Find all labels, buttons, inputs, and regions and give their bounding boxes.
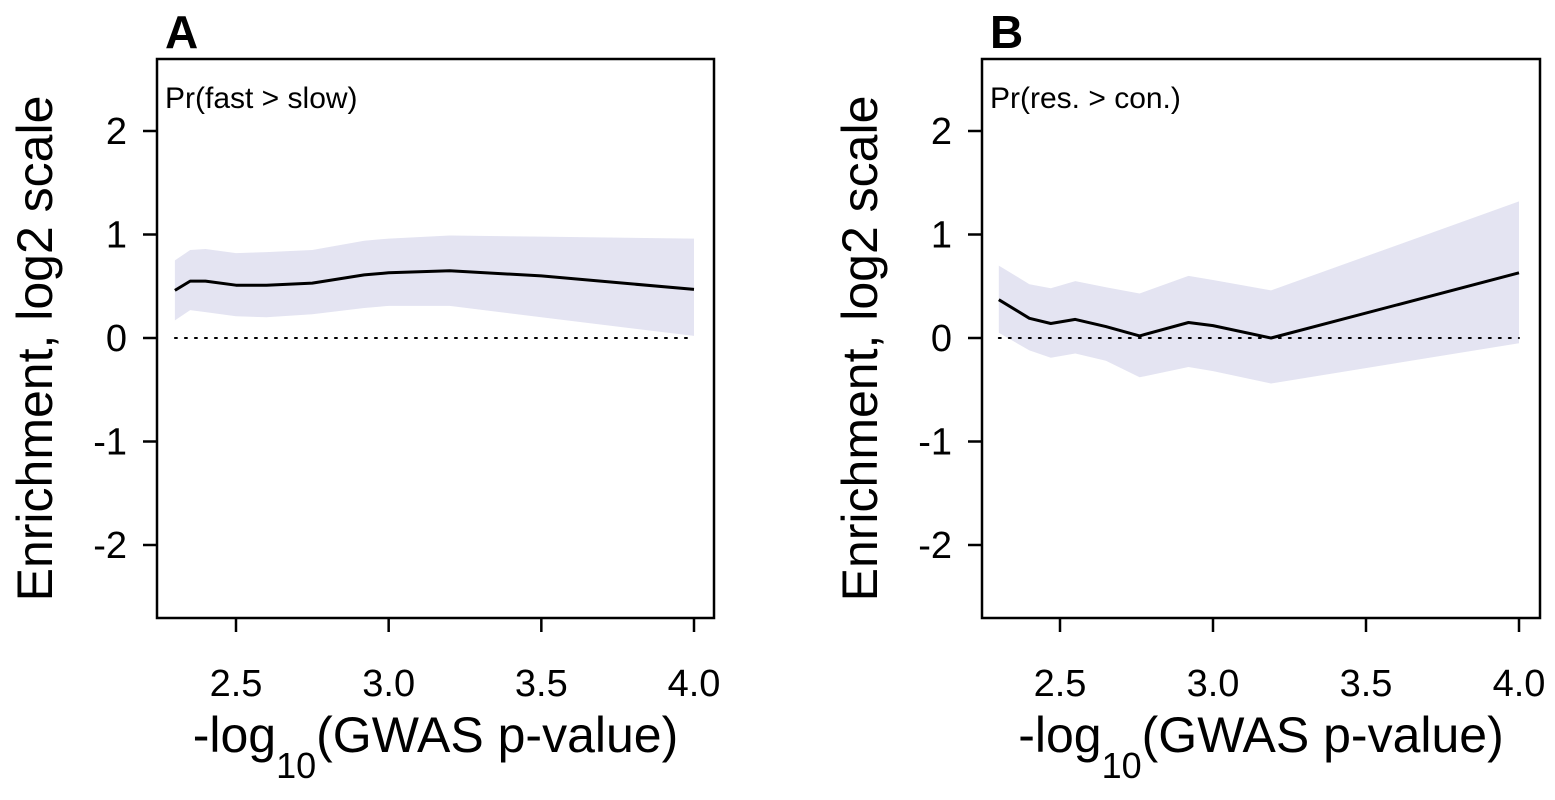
panel-label: A (165, 6, 198, 58)
y-tick-label: 1 (106, 215, 127, 257)
y-tick-label: 1 (931, 215, 952, 257)
x-tick-label: 4.0 (1493, 663, 1546, 705)
x-axis-label-suffix: (GWAS p-value) (1142, 707, 1504, 763)
x-tick-label: 3.0 (1187, 663, 1240, 705)
x-tick-label: 3.5 (1340, 663, 1393, 705)
x-axis-label-subscript: 10 (1102, 745, 1142, 786)
enrichment-line (174, 269, 695, 292)
x-axis-label: -log10(GWAS p-value) (1018, 707, 1504, 786)
y-tick-label: -1 (93, 422, 127, 464)
x-tick-label: 2.5 (210, 663, 263, 705)
panel-annotation: Pr(res. > con.) (990, 82, 1181, 115)
confidence-band (174, 235, 694, 336)
y-tick-label: 0 (106, 318, 127, 360)
y-tick-label: 2 (931, 111, 952, 153)
panel-annotation: Pr(fast > slow) (165, 82, 358, 115)
x-axis-label: -log10(GWAS p-value) (193, 707, 679, 786)
x-tick-label: 3.5 (515, 663, 568, 705)
y-tick-label: -2 (918, 525, 952, 567)
y-tick-label: 0 (931, 318, 952, 360)
enrichment-line (998, 271, 1520, 340)
x-tick-label: 3.0 (362, 663, 415, 705)
y-axis-label: Enrichment, log2 scale (7, 96, 63, 602)
x-axis-label-suffix: (GWAS p-value) (316, 707, 678, 763)
x-tick-label: 2.5 (1034, 663, 1087, 705)
x-tick-label: 4.0 (668, 663, 721, 705)
y-tick-label: 2 (106, 111, 127, 153)
x-axis-label-prefix: -log (193, 707, 276, 763)
x-axis-label-prefix: -log (1018, 707, 1101, 763)
y-axis-label: Enrichment, log2 scale (832, 96, 888, 602)
x-axis-label-subscript: 10 (276, 745, 316, 786)
y-tick-label: -2 (93, 525, 127, 567)
panel-label: B (990, 6, 1023, 58)
y-tick-label: -1 (918, 422, 952, 464)
